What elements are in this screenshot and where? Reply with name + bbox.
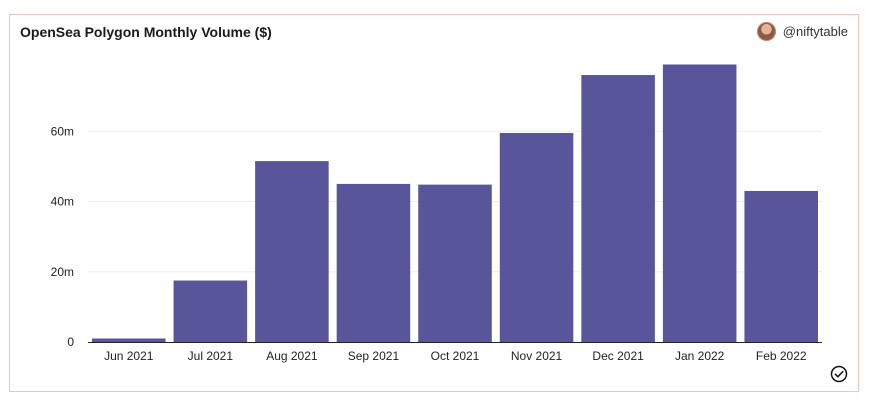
x-tick-label: Jun 2021 <box>104 349 154 363</box>
bar[interactable] <box>581 75 655 343</box>
bar[interactable] <box>92 338 166 342</box>
x-tick-label: Aug 2021 <box>266 349 318 363</box>
bar[interactable] <box>744 190 818 342</box>
x-tick-label: Sep 2021 <box>348 349 400 363</box>
x-tick-label: Dec 2021 <box>592 349 644 363</box>
author-link[interactable]: @niftytable <box>756 22 848 41</box>
avatar <box>756 22 776 41</box>
bars <box>92 64 818 343</box>
x-tick-label: Jan 2022 <box>675 349 725 363</box>
y-tick-label: 20m <box>51 265 74 279</box>
bar[interactable] <box>418 184 492 342</box>
author-handle: @niftytable <box>782 24 848 39</box>
bar[interactable] <box>336 183 411 342</box>
check-circle-icon[interactable] <box>830 365 848 383</box>
y-tick-label: 40m <box>51 195 74 209</box>
x-tick-label: Feb 2022 <box>756 349 807 363</box>
bar[interactable] <box>255 161 329 342</box>
x-tick-label: Oct 2021 <box>431 349 480 363</box>
bar[interactable] <box>499 133 574 342</box>
x-tick-label: Nov 2021 <box>511 349 563 363</box>
bar[interactable] <box>662 64 737 342</box>
bar[interactable] <box>173 280 248 342</box>
bar-chart: 0 20m 40m 60m Jun 2021 Jul 2021 Aug 2021 Sep 2… <box>51 64 822 363</box>
y-axis-ticks: 0 20m 40m 60m <box>51 124 75 349</box>
y-tick-label: 60m <box>51 124 74 138</box>
y-tick-label: 0 <box>67 335 74 349</box>
chart-title: OpenSea Polygon Monthly Volume ($) <box>20 24 272 40</box>
x-axis-ticks: Jun 2021 Jul 2021 Aug 2021 Sep 2021 Oct 2021… <box>104 349 807 363</box>
x-tick-label: Jul 2021 <box>188 349 234 363</box>
chart-panel: OpenSea Polygon Monthly Volume ($) @nift… <box>9 14 859 392</box>
